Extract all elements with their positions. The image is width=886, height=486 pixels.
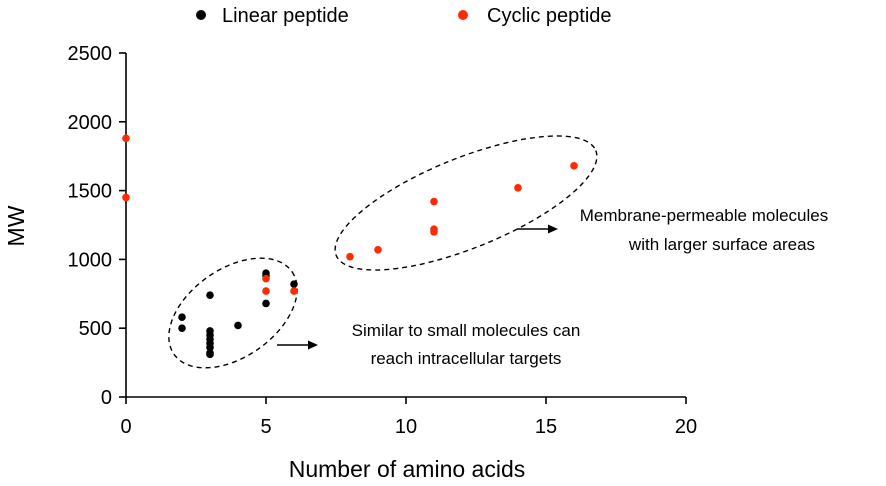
annotation-membrane-permeable: Membrane-permeable molecules with larger… <box>580 206 829 254</box>
x-tick-label: 20 <box>675 416 697 438</box>
legend-label-linear: Linear peptide <box>222 5 349 27</box>
data-point-cyclic-peptide <box>374 245 382 254</box>
arrow-membrane-permeable <box>517 224 558 234</box>
y-tick-label: 0 <box>101 387 112 409</box>
y-tick-label: 1000 <box>68 249 113 271</box>
x-tick-label: 0 <box>120 416 131 438</box>
arrow-small-molecules <box>277 340 318 350</box>
annotation-membrane-line-1: Membrane-permeable molecules <box>580 206 829 225</box>
cluster-ellipse-small <box>168 257 298 369</box>
y-tick-label: 2000 <box>68 112 113 134</box>
data-point-cyclic-peptide <box>262 287 270 295</box>
y-tick-label: 1500 <box>68 181 113 203</box>
data-point-linear-peptide <box>206 291 214 299</box>
y-tick-label: 2500 <box>68 43 113 65</box>
legend-marker-cyclic <box>458 10 468 20</box>
x-axis-label: Number of amino acids <box>289 456 526 482</box>
annotation-membrane-line-2: with larger surface areas <box>628 235 815 254</box>
data-point-cyclic-peptide <box>290 287 298 295</box>
data-point-cyclic-peptide <box>122 134 130 143</box>
x-tick-label: 15 <box>535 416 557 438</box>
legend-marker-linear <box>196 10 206 20</box>
y-axis-label: MW <box>3 205 29 246</box>
y-tick-label: 500 <box>79 318 112 340</box>
data-point-linear-peptide <box>178 313 186 321</box>
legend-label-cyclic: Cyclic peptide <box>487 5 612 27</box>
data-point-cyclic-peptide <box>122 193 130 202</box>
x-tick-label: 10 <box>395 416 417 438</box>
data-point-linear-peptide <box>206 343 214 352</box>
data-point-cyclic-peptide <box>262 274 270 283</box>
annotation-small-line-2: reach intracellular targets <box>371 349 562 368</box>
x-tick-label: 5 <box>260 416 271 438</box>
data-point-cyclic-peptide <box>514 184 522 192</box>
annotation-small-line-1: Similar to small molecules can <box>352 321 581 340</box>
data-point-linear-peptide <box>290 280 298 288</box>
data-point-cyclic-peptide <box>346 252 354 261</box>
data-point-cyclic-peptide <box>570 162 578 170</box>
cluster-ellipse-large <box>334 135 598 271</box>
annotation-small-molecules: Similar to small molecules can reach int… <box>352 321 581 368</box>
data-points <box>122 134 578 359</box>
data-point-linear-peptide <box>234 321 242 330</box>
data-point-cyclic-peptide <box>430 197 438 206</box>
legend: Linear peptide Cyclic peptide <box>196 5 612 27</box>
data-point-linear-peptide <box>206 350 214 359</box>
x-axis-ticks: 0 5 10 15 20 <box>120 397 697 438</box>
data-point-linear-peptide <box>178 324 186 333</box>
data-point-cyclic-peptide <box>430 228 438 236</box>
y-axis-ticks: 0 500 1000 1500 2000 2500 <box>68 43 126 409</box>
data-point-linear-peptide <box>262 299 270 308</box>
